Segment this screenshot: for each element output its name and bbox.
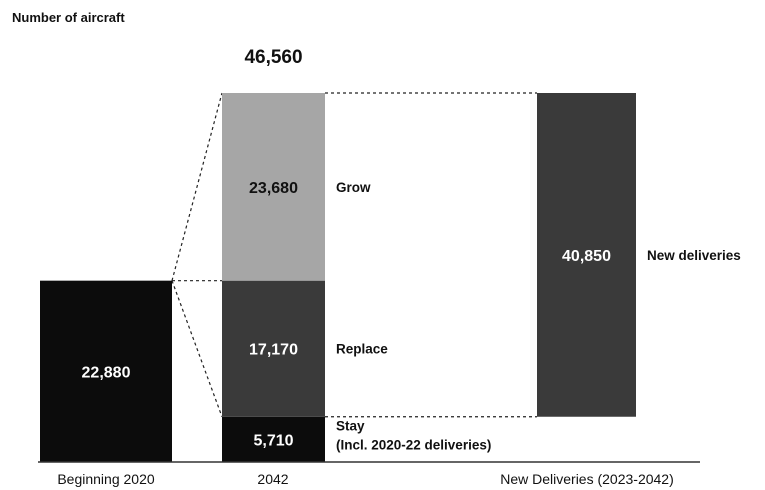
x-tick-labels: Beginning 2020 2042 New Deliveries (2023-2… [57,471,673,487]
bars-group [40,93,636,462]
x-tick-beginning-2020: Beginning 2020 [57,471,155,487]
segment-name-grow: Grow [336,180,371,195]
bar-2042-segment-0 [222,416,325,462]
bar-new-deliveries-2023-2042-segment-0 [537,93,636,417]
bar-2042-segment-2 [222,93,325,281]
y-axis-title: Number of aircraft [12,10,125,25]
connector-upper-diagonal [171,92,223,281]
segment-note-stay: (Incl. 2020-22 deliveries) [336,438,491,453]
data-label-new-deliveries-2023-2042-0: 40,850 [562,248,611,265]
connector-lines [171,92,537,418]
data-label-2042-2: 23,680 [249,180,298,197]
data-label-2042-1: 17,170 [249,342,298,359]
segment-name-replace: Replace [336,342,388,357]
labels-group: 22,880 5,710 Stay (Incl. 2020-22 deliveries… [82,47,741,453]
data-label-beginning-2020-0: 22,880 [82,364,131,381]
total-label-2042: 46,560 [244,47,302,68]
bar-beginning-2020-segment-0 [40,280,172,462]
x-tick-2042: 2042 [257,471,288,487]
segment-name-new-deliveries: New deliveries [647,248,741,263]
data-label-2042-0: 5,710 [253,432,293,449]
x-tick-new-deliveries-2023-2042: New Deliveries (2023-2042) [500,471,674,487]
segment-name-stay: Stay [336,419,365,434]
connector-lower-diagonal [171,280,223,417]
bar-2042-segment-1 [222,280,325,417]
